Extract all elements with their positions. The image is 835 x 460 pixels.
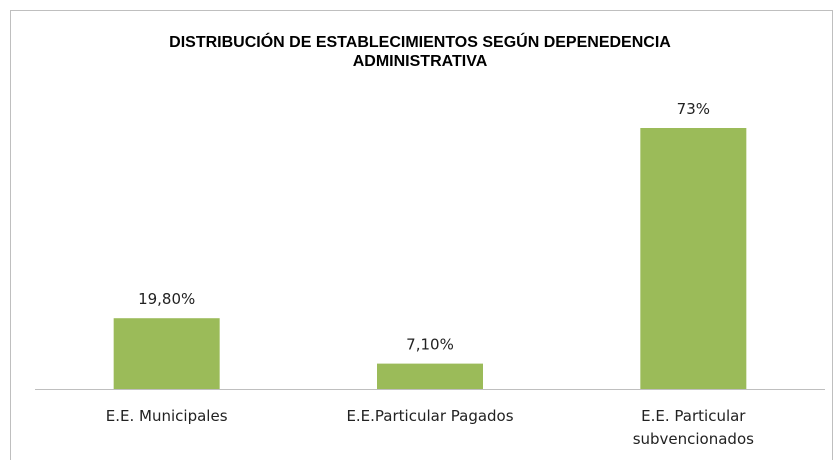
data-label: 7,10%	[406, 336, 454, 354]
chart-title: DISTRIBUCIÓN DE ESTABLECIMIENTOS SEGÚN D…	[169, 34, 671, 70]
x-tick-label: E.E. Particular subvencionados	[632, 407, 754, 448]
x-tick-label: E.E. Municipales	[105, 407, 228, 425]
bar	[640, 128, 747, 389]
chart-frame	[10, 10, 833, 460]
data-label: 73%	[677, 100, 710, 118]
x-tick-label: E.E.Particular Pagados	[346, 407, 514, 425]
bar	[113, 318, 220, 389]
bar	[377, 363, 483, 389]
data-label: 19,80%	[138, 290, 195, 308]
